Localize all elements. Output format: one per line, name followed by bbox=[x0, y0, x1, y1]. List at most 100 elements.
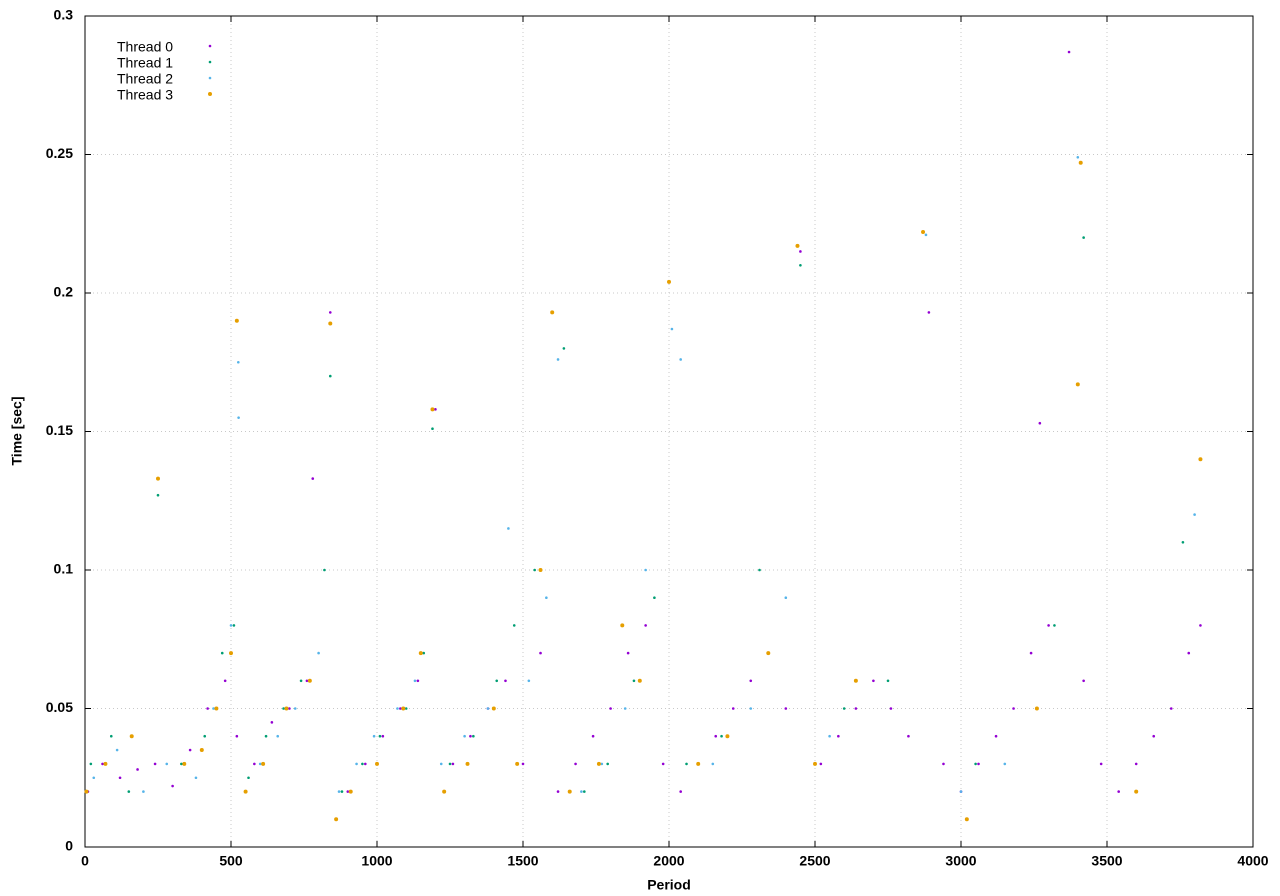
point bbox=[591, 734, 595, 738]
point bbox=[606, 762, 609, 766]
point bbox=[206, 707, 209, 710]
point bbox=[288, 707, 291, 710]
point bbox=[644, 624, 647, 627]
legend-marker bbox=[208, 76, 212, 80]
point bbox=[364, 762, 367, 766]
point bbox=[448, 762, 452, 766]
point bbox=[418, 651, 423, 656]
x-tick-label: 2000 bbox=[653, 853, 684, 869]
point bbox=[533, 568, 536, 572]
point bbox=[422, 651, 426, 655]
point bbox=[247, 776, 250, 780]
point bbox=[959, 790, 963, 793]
point bbox=[1067, 50, 1071, 54]
point bbox=[253, 762, 256, 766]
point bbox=[153, 762, 157, 766]
point bbox=[600, 762, 604, 766]
point bbox=[696, 761, 701, 766]
y-tick-label: 0.2 bbox=[54, 284, 74, 300]
legend-marker bbox=[208, 44, 212, 48]
point bbox=[293, 707, 297, 710]
point bbox=[784, 596, 788, 599]
point bbox=[328, 311, 332, 314]
x-tick-label: 1000 bbox=[361, 853, 392, 869]
point bbox=[1076, 155, 1080, 159]
point bbox=[199, 748, 204, 753]
point bbox=[340, 790, 344, 793]
point bbox=[491, 706, 496, 711]
point bbox=[725, 734, 730, 739]
point bbox=[749, 707, 753, 710]
point bbox=[472, 734, 475, 738]
point bbox=[653, 596, 656, 599]
point bbox=[495, 679, 499, 683]
point bbox=[220, 651, 224, 655]
point bbox=[203, 734, 207, 738]
point bbox=[1117, 790, 1120, 793]
point bbox=[311, 477, 315, 480]
point bbox=[685, 762, 688, 766]
point bbox=[299, 679, 303, 683]
point bbox=[1012, 707, 1015, 710]
point bbox=[1187, 651, 1191, 655]
point bbox=[942, 762, 945, 766]
point bbox=[127, 790, 131, 793]
point bbox=[1082, 679, 1085, 683]
point bbox=[84, 789, 89, 794]
point bbox=[103, 761, 108, 766]
point bbox=[375, 761, 379, 766]
point bbox=[927, 311, 931, 314]
point bbox=[270, 721, 274, 724]
point bbox=[1078, 160, 1083, 165]
legend-label: Thread 1 bbox=[117, 55, 173, 71]
point bbox=[626, 651, 630, 655]
x-tick-label: 3000 bbox=[945, 853, 976, 869]
point bbox=[194, 776, 198, 780]
point bbox=[282, 707, 285, 710]
point bbox=[837, 734, 840, 738]
point bbox=[156, 493, 160, 497]
point bbox=[101, 762, 104, 766]
legend-label: Thread 0 bbox=[117, 39, 173, 55]
legend-label: Thread 2 bbox=[117, 71, 173, 87]
point bbox=[799, 250, 802, 253]
point bbox=[1034, 706, 1039, 711]
y-tick-label: 0.1 bbox=[54, 561, 74, 577]
point bbox=[115, 748, 119, 752]
point bbox=[180, 762, 183, 766]
point bbox=[235, 734, 239, 738]
point bbox=[413, 679, 417, 683]
point bbox=[346, 790, 350, 793]
point bbox=[620, 623, 625, 628]
point bbox=[679, 358, 682, 361]
point bbox=[512, 624, 516, 627]
point bbox=[118, 776, 122, 780]
point bbox=[766, 651, 771, 656]
point bbox=[507, 527, 510, 530]
point bbox=[188, 748, 192, 752]
point bbox=[515, 761, 520, 766]
point bbox=[214, 706, 219, 711]
point bbox=[305, 679, 309, 683]
point bbox=[583, 790, 586, 793]
point bbox=[276, 734, 280, 738]
point bbox=[1169, 707, 1173, 710]
point bbox=[1053, 624, 1056, 627]
point bbox=[1193, 513, 1196, 516]
point bbox=[994, 734, 998, 738]
point bbox=[924, 233, 928, 237]
point bbox=[109, 734, 113, 738]
point bbox=[431, 427, 434, 431]
point bbox=[731, 707, 735, 710]
point bbox=[637, 678, 642, 683]
point bbox=[828, 734, 831, 738]
point bbox=[1199, 624, 1202, 627]
point bbox=[243, 789, 248, 794]
point bbox=[92, 776, 96, 780]
point bbox=[596, 761, 601, 766]
point bbox=[720, 734, 723, 738]
point bbox=[556, 358, 560, 361]
point bbox=[854, 707, 858, 710]
point bbox=[670, 327, 674, 331]
point bbox=[1038, 421, 1042, 425]
